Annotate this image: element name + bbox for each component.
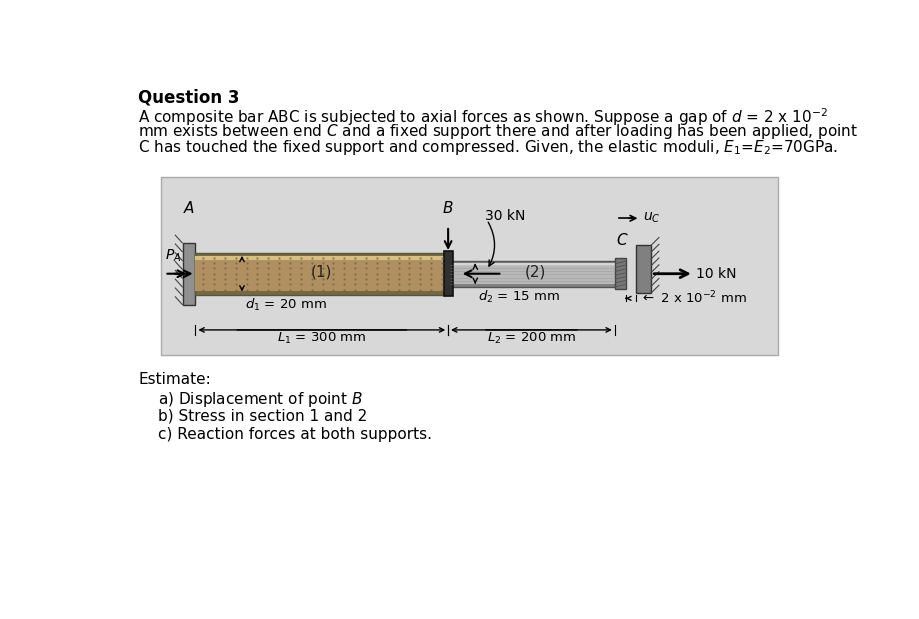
Text: C: C bbox=[617, 233, 627, 248]
Text: Question 3: Question 3 bbox=[138, 89, 240, 107]
Text: $d_2$ = 15 mm: $d_2$ = 15 mm bbox=[479, 289, 561, 305]
Bar bbox=[196, 256, 448, 292]
Text: 10 kN: 10 kN bbox=[696, 267, 737, 280]
Text: mm exists between end $C$ and a fixed support there and after loading has been a: mm exists between end $C$ and a fixed su… bbox=[138, 122, 858, 141]
Bar bbox=[615, 258, 626, 289]
Text: $u_C$: $u_C$ bbox=[643, 211, 661, 225]
Text: A composite bar ABC is subjected to axial forces as shown. Suppose a gap of $d$ : A composite bar ABC is subjected to axia… bbox=[138, 106, 828, 128]
Bar bbox=[196, 256, 448, 260]
Text: 30 kN: 30 kN bbox=[484, 209, 525, 223]
Text: (2): (2) bbox=[525, 265, 546, 280]
Text: Estimate:: Estimate: bbox=[138, 371, 210, 386]
Text: C has touched the fixed support and compressed. Given, the elastic moduli, $E_1$: C has touched the fixed support and comp… bbox=[138, 138, 838, 157]
Text: $L_1$ = 300 mm: $L_1$ = 300 mm bbox=[278, 331, 367, 346]
Bar bbox=[448, 263, 615, 266]
Text: $P_A$: $P_A$ bbox=[165, 248, 182, 264]
Bar bbox=[196, 253, 448, 295]
Bar bbox=[444, 251, 453, 296]
Text: A: A bbox=[184, 201, 195, 216]
Bar bbox=[448, 263, 615, 285]
Bar bbox=[636, 245, 652, 293]
Text: c) Reaction forces at both supports.: c) Reaction forces at both supports. bbox=[157, 427, 432, 442]
Text: $\leftarrow$ 2 x 10$^{-2}$ mm: $\leftarrow$ 2 x 10$^{-2}$ mm bbox=[640, 289, 746, 306]
Bar bbox=[162, 178, 777, 355]
Text: b) Stress in section 1 and 2: b) Stress in section 1 and 2 bbox=[157, 409, 367, 423]
Text: $d_1$ = 20 mm: $d_1$ = 20 mm bbox=[245, 297, 327, 313]
Text: $L_2$ = 200 mm: $L_2$ = 200 mm bbox=[487, 331, 576, 346]
Text: B: B bbox=[443, 201, 453, 216]
Text: a) Displacement of point $B$: a) Displacement of point $B$ bbox=[157, 390, 362, 409]
Text: (1): (1) bbox=[312, 265, 333, 280]
Bar bbox=[183, 243, 196, 305]
Bar bbox=[448, 261, 615, 287]
